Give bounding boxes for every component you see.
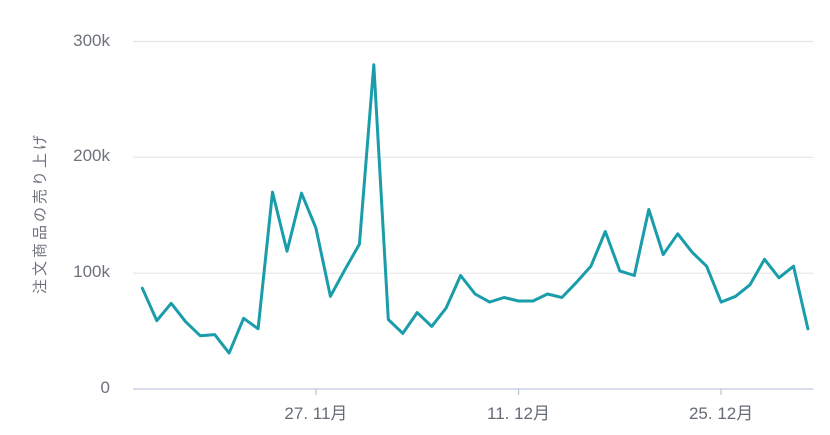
y-axis-tick-labels: 0 100k 200k 300k <box>0 0 110 435</box>
x-tick-label-25.12: 25. 12月 <box>688 404 754 423</box>
sales-line-series[interactable] <box>140 63 810 355</box>
x-tick-label-27.11: 27. 11月 <box>284 404 348 423</box>
y-tick-label-0: 0 <box>100 378 110 397</box>
y-tick-label-200k: 200k <box>73 146 110 166</box>
y-tick-label-100k: 100k <box>73 262 110 282</box>
x-tick-label-11.12: 11. 12月 <box>487 404 551 423</box>
y-tick-label-300k: 300k <box>73 30 110 50</box>
